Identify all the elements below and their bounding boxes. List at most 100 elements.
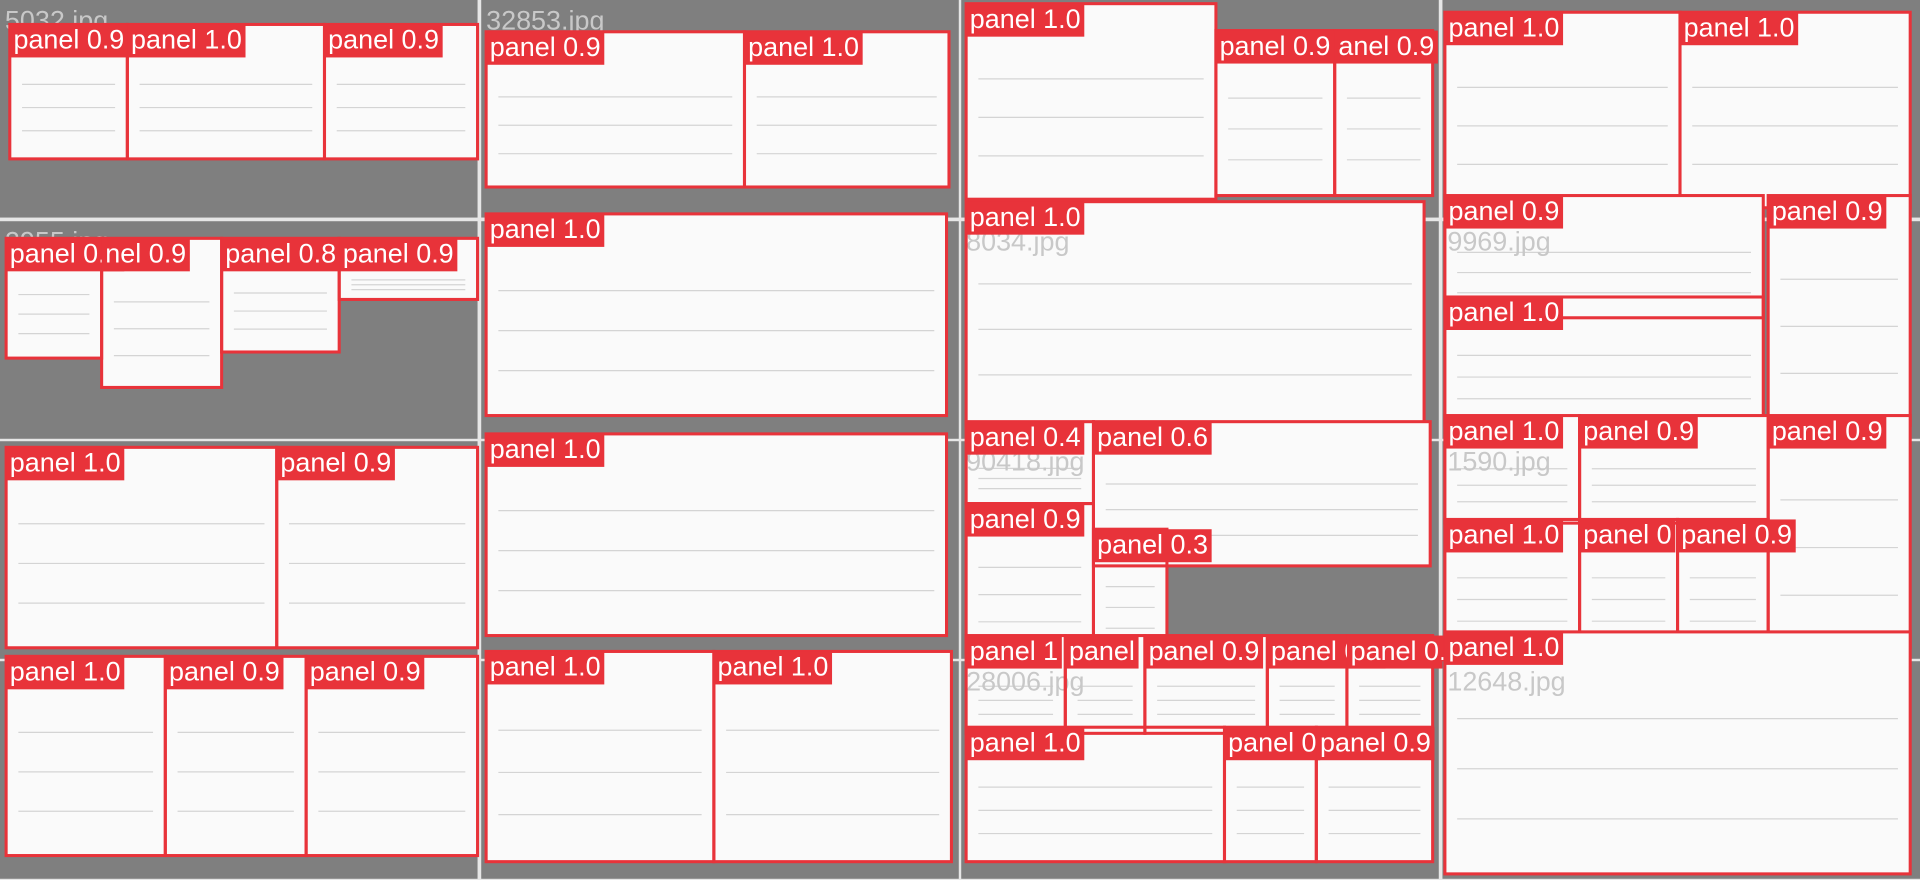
panel-label-bg (966, 3, 1085, 37)
panel-label-bg (1444, 12, 1564, 46)
panel-label: panel 0.8 (225, 239, 336, 269)
figure-area (306, 656, 478, 856)
panel-label-bg (486, 651, 605, 685)
figure-area (1768, 195, 1911, 426)
panel-label: panel 0.3 (1097, 529, 1208, 559)
panel-label: panel 0.9 (1583, 416, 1694, 446)
tile: panel 1.0 panel 1.0 (481, 649, 959, 879)
panel-label: panel 1.0 (490, 434, 601, 464)
panel-label-bg (744, 31, 863, 65)
panel-label: panel 0.4 (970, 422, 1081, 452)
panel-label: panel 0.9 (343, 239, 454, 269)
panel-label-bg (1065, 635, 1139, 669)
figure-area (966, 201, 1425, 426)
panel-label: panel 0.9 (490, 32, 601, 62)
panel-label: panel 0.9 (280, 448, 391, 478)
panel-label-bg (306, 656, 425, 690)
panel-label-bg (966, 201, 1085, 235)
panel-label: panel 0.9 (328, 25, 439, 55)
panel-label: anel 0.9 (1338, 31, 1434, 61)
panel-label: panel 0.9 (1772, 416, 1883, 446)
panel-label: panel 1.0 (748, 32, 859, 62)
panel-label-bg (966, 503, 1085, 537)
tile: 12648.jpg panel 1.0 (1442, 630, 1920, 879)
panel-label-bg (966, 421, 1085, 455)
panel-label: panel 0 (1228, 727, 1316, 757)
panel-label-bg (1444, 519, 1564, 553)
figure-area (713, 651, 952, 862)
figure-area (165, 656, 307, 856)
panel-label: panel 0.9 (1220, 31, 1331, 61)
figure-area (486, 213, 947, 416)
panel-label-bg (324, 24, 443, 58)
panel-label: panel 0.9 (970, 504, 1081, 534)
panel-label-bg (1444, 195, 1564, 229)
panel-label-bg (276, 447, 395, 481)
panel-label: panel 1.0 (10, 657, 121, 687)
panel-label: panel 1.0 (970, 202, 1081, 232)
panel-label-bg (966, 727, 1085, 761)
panel-label: panel 1 (970, 636, 1058, 666)
tile: panel 1.0 (481, 212, 959, 439)
panel-label: nel 0.9 (105, 239, 186, 269)
panel-label: panel 1.0 (970, 727, 1081, 757)
panel-label: panel 0.6 (1097, 422, 1208, 452)
panel-label: panel 1.0 (490, 214, 601, 244)
panel-box (484, 432, 949, 638)
panel-label-bg (1579, 519, 1676, 553)
tile: panel 1.0 panel 0.9 panel 0.9 (0, 654, 480, 879)
panel-box (712, 649, 953, 864)
figure-area (486, 651, 714, 862)
filename: 12648.jpg (1447, 667, 1565, 697)
tile: panel 1.0 panel 0.9 anel 0.9 (961, 0, 1439, 218)
panel-label: panel 0.9 (310, 657, 421, 687)
panel-label-bg (1444, 631, 1564, 665)
panel-label: panel 1.0 (490, 652, 601, 682)
panel-label-bg (221, 238, 340, 272)
panel-label: panel (1069, 636, 1135, 666)
figure-area (1444, 631, 1911, 874)
panel-box (484, 212, 949, 418)
panel-label-bg (1224, 727, 1321, 761)
figure-area (6, 656, 166, 856)
panel-label-bg (1144, 635, 1264, 669)
panel-label: panel 0.9 (1772, 196, 1883, 226)
panel-label: panel 0.9 (13, 25, 124, 55)
panel-label: panel 1.0 (1449, 416, 1560, 446)
tile: panel 1.0 panel 0.9 (0, 441, 480, 659)
panel-label: panel 0.9 (1449, 196, 1560, 226)
panel-label: panel 1.0 (1449, 297, 1560, 327)
panel-label-bg (486, 31, 605, 65)
panel-label: panel 1.0 (1449, 632, 1560, 662)
panel-label-bg (1093, 421, 1212, 455)
panel-label-bg (1215, 30, 1335, 64)
panel-label-bg (713, 651, 833, 685)
filename: 1590.jpg (1447, 447, 1550, 477)
panel-label: panel 0.9 (1681, 520, 1792, 550)
tile: panel 1.0 (481, 432, 959, 659)
panel-label: panel 1.0 (10, 448, 121, 478)
panel-label-bg (1677, 519, 1796, 553)
panel-label: panel 1.0 (970, 4, 1081, 34)
panel-label-bg (486, 213, 605, 247)
panel-box (1443, 630, 1912, 876)
panel-label-bg (1093, 529, 1212, 563)
figure-area (6, 447, 277, 648)
filename: 9969.jpg (1447, 227, 1550, 257)
panel-label-bg (1444, 297, 1564, 330)
panel-label-bg (486, 433, 605, 467)
panel-label-bg (9, 24, 128, 58)
panel-label-bg (1579, 415, 1698, 449)
panel-label-bg (165, 656, 284, 690)
panel-label-bg (1680, 12, 1799, 46)
panel-label: panel 1.0 (131, 25, 242, 55)
panel-label-bg (6, 656, 125, 690)
panel-label: panel 0.9 (169, 657, 280, 687)
panel-label-bg (6, 447, 125, 481)
